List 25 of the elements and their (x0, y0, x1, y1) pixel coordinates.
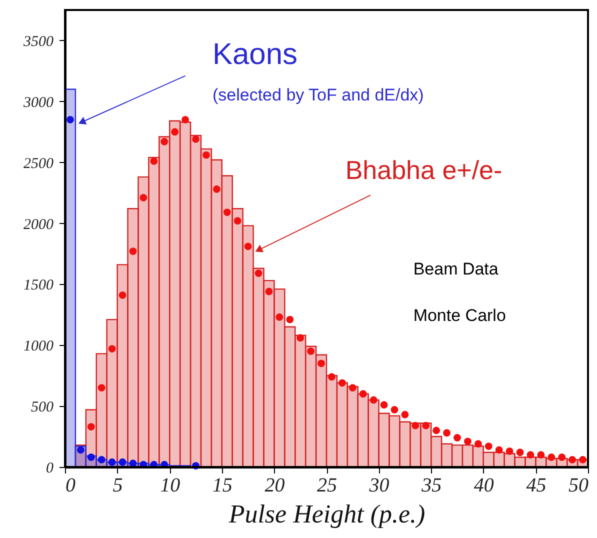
annotation: Beam Data (413, 260, 499, 279)
x-tick-label: 35 (420, 474, 442, 496)
y-tick-label: 1000 (24, 338, 54, 355)
x-tick-label: 20 (264, 474, 285, 496)
x-tick-label: 5 (112, 474, 123, 496)
x-tick-label: 30 (368, 474, 390, 496)
x-axis-title: Pulse Height (p.e.) (228, 500, 426, 528)
x-tick-label: 45 (526, 474, 546, 496)
x-tick-label: 25 (317, 474, 337, 496)
y-tick-label: 500 (31, 400, 54, 416)
y-tick-label: 1500 (24, 278, 54, 294)
x-tick-label: 15 (212, 474, 232, 496)
annotation: Monte Carlo (413, 306, 506, 325)
y-tick-label: 2000 (24, 216, 54, 233)
y-tick-label: 3500 (22, 34, 54, 50)
y-tick-label: 0 (46, 460, 54, 476)
x-tick-label: 50 (568, 474, 588, 496)
annotation: Kaons (212, 38, 298, 72)
annotation: (selected by ToF and dE/dx) (212, 85, 424, 104)
y-tick-label: 3000 (22, 94, 54, 111)
x-tick-label: 40 (474, 474, 494, 496)
x-tick-label: 0 (66, 474, 76, 496)
y-tick-label: 2500 (24, 156, 54, 172)
annotation: Bhabha e+/e- (345, 154, 502, 185)
x-tick-label: 10 (160, 474, 180, 496)
